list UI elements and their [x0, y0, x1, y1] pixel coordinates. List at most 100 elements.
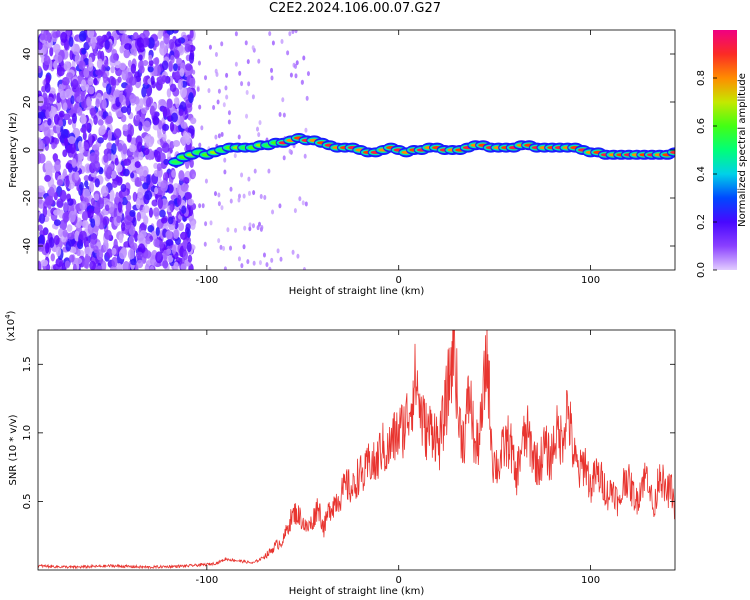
- chart-title: C2E2.2024.106.00.07.G27: [268, 1, 442, 16]
- spec-noise-point: [203, 241, 207, 247]
- spec-noise-point: [63, 113, 71, 121]
- spec-noise-point: [298, 196, 302, 202]
- spec-noise-point: [150, 75, 155, 86]
- spec-noise-point: [243, 225, 247, 231]
- spec-noise-point: [120, 222, 126, 232]
- spec-noise-point: [288, 31, 292, 37]
- spec-noise-point: [166, 88, 172, 98]
- spec-noise-point: [247, 176, 251, 182]
- spec-noise-point: [214, 134, 218, 140]
- spec-noise-point: [237, 134, 241, 140]
- spec-noise-point: [76, 106, 83, 116]
- spec-noise-point: [220, 41, 224, 47]
- spec-noise-point: [72, 263, 77, 270]
- spec-noise-point: [137, 243, 146, 254]
- spec-noise-point: [237, 193, 241, 199]
- spec-noise-point: [98, 110, 103, 117]
- colorbar-tick-label: 0.4: [696, 166, 707, 182]
- spec-noise-point: [179, 115, 185, 127]
- spec-noise-point: [173, 97, 179, 105]
- spec-noise-point: [302, 267, 306, 270]
- spec-noise-point: [96, 249, 104, 261]
- spec-noise-point: [225, 72, 229, 78]
- spec-noise-point: [217, 88, 221, 94]
- snr-y-tick-label: 1.5: [22, 356, 33, 372]
- spec-noise-point: [169, 121, 175, 132]
- spec-noise-point: [184, 191, 193, 201]
- spec-noise-point: [77, 140, 83, 150]
- spec-noise-point: [177, 79, 183, 90]
- spec-noise-point: [83, 142, 90, 150]
- spec-noise-point: [68, 254, 75, 263]
- spec-noise-point: [129, 209, 136, 218]
- spec-noise-point: [192, 173, 196, 179]
- spec-noise-point: [181, 136, 186, 146]
- spec-noise-point: [142, 120, 151, 132]
- spec-noise-point: [117, 110, 124, 117]
- spec-noise-point: [101, 260, 107, 270]
- spec-noise-point: [86, 30, 95, 39]
- spec-ridge-peak: [171, 160, 182, 164]
- spec-noise-point: [178, 108, 184, 116]
- spec-noise-point: [135, 251, 144, 259]
- spec-noise-point: [174, 38, 182, 47]
- spec-noise-point: [162, 132, 167, 142]
- spec-noise-point: [271, 40, 275, 46]
- spec-noise-point: [42, 42, 47, 55]
- spec-noise-point: [222, 246, 226, 252]
- spec-noise-point: [179, 86, 188, 98]
- spec-noise-point: [213, 191, 217, 197]
- spec-noise-point: [204, 75, 208, 81]
- spec-noise-point: [168, 60, 173, 72]
- spec-noise-point: [93, 245, 99, 254]
- spec-noise-point: [225, 94, 229, 100]
- spec-noise-point: [279, 256, 283, 262]
- spec-noise-point: [182, 176, 190, 184]
- spec-noise-point: [105, 115, 114, 125]
- spec-noise-point: [237, 256, 241, 262]
- colorbar-tick-label: 0.2: [696, 214, 707, 230]
- spec-noise-point: [111, 256, 118, 268]
- spec-noise-point: [48, 237, 55, 248]
- spec-noise-point: [90, 218, 96, 228]
- spec-noise-point: [38, 139, 43, 150]
- spec-noise-point: [159, 44, 167, 56]
- spec-noise-point: [93, 193, 100, 201]
- spec-noise-point: [270, 67, 274, 73]
- spec-noise-point: [171, 170, 176, 178]
- spec-noise-point: [104, 229, 112, 240]
- spec-noise-point: [149, 105, 155, 117]
- spec-noise-point: [166, 98, 173, 109]
- spec-noise-point: [136, 211, 142, 222]
- spec-noise-point: [52, 263, 60, 270]
- spec-noise-point: [38, 153, 46, 164]
- spec-noise-point: [147, 37, 155, 49]
- spec-noise-point: [66, 30, 72, 36]
- spec-noise-point: [187, 198, 195, 206]
- spec-noise-point: [217, 201, 221, 207]
- spec-noise-point: [304, 127, 308, 133]
- spec-noise-point: [89, 107, 97, 116]
- spec-noise-point: [105, 83, 112, 95]
- spec-noise-point: [294, 30, 298, 34]
- spec-noise-point: [80, 90, 86, 102]
- spec-noise-point: [170, 54, 175, 64]
- spec-noise-point: [219, 244, 223, 250]
- spec-noise-point: [82, 131, 87, 141]
- spec-noise-point: [294, 63, 298, 69]
- spec-noise-point: [74, 53, 81, 65]
- spec-noise-point: [139, 65, 145, 74]
- spec-noise-point: [65, 162, 71, 170]
- spec-noise-point: [90, 197, 96, 206]
- spec-noise-point: [267, 168, 271, 174]
- spec-noise-point: [83, 67, 90, 78]
- spec-noise-point: [146, 138, 154, 148]
- spec-noise-point: [157, 197, 164, 210]
- spec-noise-point: [44, 174, 51, 182]
- spec-noise-point: [248, 222, 252, 228]
- spec-noise-point: [47, 102, 52, 112]
- spec-noise-point: [84, 246, 93, 257]
- spec-noise-point: [135, 114, 141, 121]
- spec-noise-point: [94, 178, 100, 188]
- spec-noise-point: [88, 181, 95, 193]
